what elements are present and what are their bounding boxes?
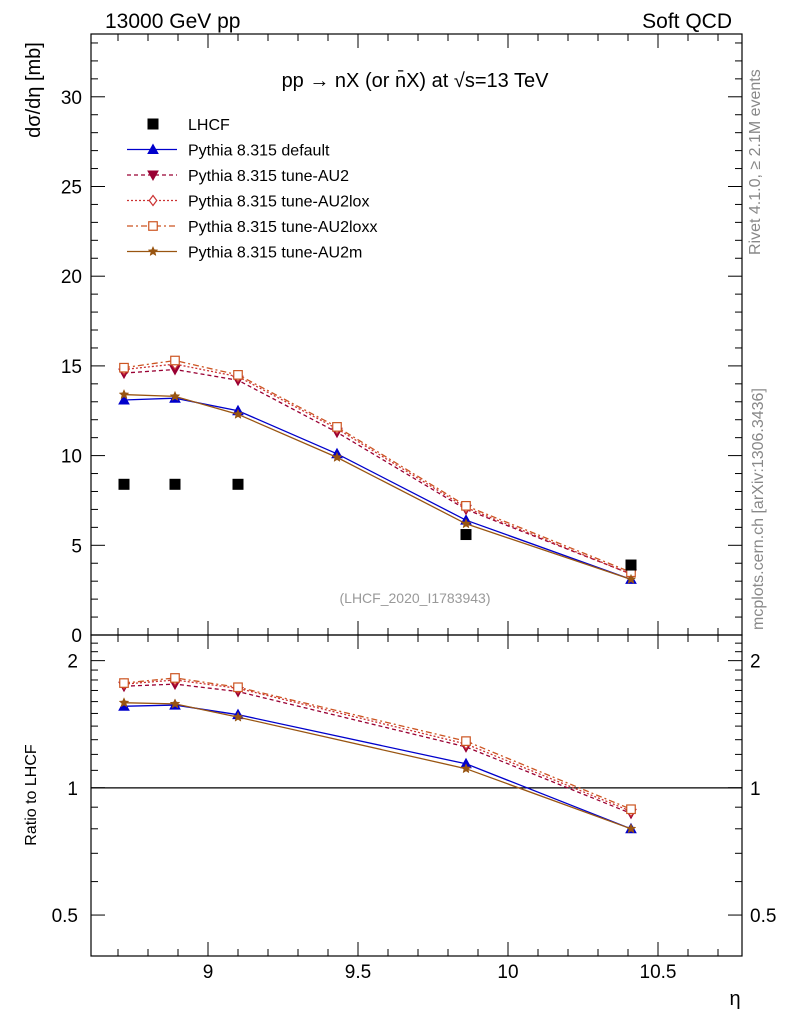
marker-star — [169, 390, 181, 401]
marker-square — [625, 559, 637, 571]
marker-triangle-down — [147, 170, 159, 182]
main-plot — [118, 355, 637, 584]
marker-square-open — [233, 370, 243, 380]
x-tick-label: 10 — [497, 962, 518, 983]
marker-star — [118, 697, 130, 708]
ratio-axis-title: Ratio to LHCF — [23, 744, 40, 846]
marker-star — [118, 388, 130, 400]
header-right: Soft QCD — [642, 10, 732, 33]
marker-diamond — [148, 194, 158, 207]
marker-star — [232, 408, 244, 419]
y-tick-label: 20 — [61, 267, 82, 288]
marker-square-open — [461, 736, 471, 746]
y-tick-label: 0 — [71, 626, 82, 647]
marker-square — [232, 478, 244, 490]
marker-square-open — [233, 682, 243, 693]
marker-star — [147, 245, 159, 257]
y-tick-label: 30 — [61, 88, 82, 109]
ratio-tick-label-left: 0.5 — [52, 906, 78, 927]
rivet-label: Rivet 4.1.0, ≥ 2.1M events — [747, 69, 764, 255]
ratio-line-2 — [123, 679, 632, 812]
ratio-series-group — [118, 673, 637, 834]
marker-triangle-up — [147, 143, 159, 154]
ratio-plot — [91, 673, 742, 834]
y-tick-label: 25 — [61, 177, 82, 198]
y-tick-label: 15 — [61, 357, 82, 378]
marker-star — [331, 451, 343, 462]
marker-star — [625, 823, 637, 834]
legend-label-1: Pythia 8.315 tune-AU2 — [188, 168, 349, 185]
y-tick-label: 5 — [71, 536, 82, 557]
y-axis-title: dσ/dη [mb] — [23, 42, 45, 138]
plot-title: pp → nX (or n̄X) at √s=13 TeV — [282, 69, 550, 92]
main-series-group — [118, 355, 637, 584]
marker-triangle-up — [118, 393, 130, 405]
x-axis-title: η — [729, 988, 740, 1010]
legend-label-2: Pythia 8.315 tune-AU2lox — [188, 194, 369, 211]
marker-square-open — [332, 422, 342, 432]
legend-label-0: Pythia 8.315 default — [188, 143, 330, 160]
x-tick-label: 10.5 — [640, 962, 677, 983]
legend-label-data: LHCF — [188, 117, 230, 134]
marker-square-open — [148, 221, 158, 231]
ratio-line-0 — [123, 704, 632, 830]
x-tick-label: 9 — [203, 962, 214, 983]
marker-square — [460, 529, 472, 541]
legend: LHCF Pythia 8.315 default Pythia 8.315 tun… — [127, 117, 377, 262]
marker-square-open — [170, 673, 180, 683]
ratio-tick-label-left: 2 — [67, 652, 78, 673]
marker-square — [118, 478, 130, 490]
marker-star — [232, 711, 244, 722]
ratio-line-4 — [123, 702, 632, 830]
series-line-2 — [123, 363, 632, 575]
marker-square-open — [170, 355, 180, 366]
mcplots-label: mcplots.cern.ch [arXiv:1306.3436] — [750, 388, 767, 630]
legend-label-3: Pythia 8.315 tune-AU2loxx — [188, 219, 377, 236]
series-line-0 — [123, 397, 632, 581]
legend-label-4: Pythia 8.315 tune-AU2m — [188, 245, 362, 262]
header-left: 13000 GeV pp — [105, 10, 240, 33]
ratio-line-3 — [123, 677, 632, 810]
marker-square — [147, 118, 159, 130]
ratio-tick-label-right: 0.5 — [750, 906, 776, 927]
series-line-3 — [123, 359, 632, 573]
axis-ticks: 9 9.5 10 10.5 0 5 10 15 20 25 30 0.5 0.5 1 1 2 2 — [52, 34, 776, 983]
marker-square-open — [461, 500, 471, 511]
y-tick-label: 10 — [61, 447, 82, 468]
marker-star — [169, 698, 181, 709]
marker-square-open — [119, 362, 129, 373]
ratio-tick-label-right: 1 — [750, 779, 761, 800]
x-tick-label: 9.5 — [345, 962, 371, 983]
series-line-4 — [123, 393, 632, 581]
ratio-tick-label-left: 1 — [67, 779, 78, 800]
marker-star — [460, 763, 472, 774]
marker-square-open — [119, 678, 129, 688]
marker-star — [460, 518, 472, 529]
marker-square — [169, 478, 181, 490]
ratio-frame — [90, 634, 743, 957]
marker-square-open — [626, 804, 636, 815]
ratio-tick-label-right: 2 — [750, 652, 761, 673]
marker-star — [625, 573, 637, 584]
analysis-tag: (LHCF_2020_I1783943) — [340, 590, 491, 606]
series-line-1 — [123, 368, 632, 575]
